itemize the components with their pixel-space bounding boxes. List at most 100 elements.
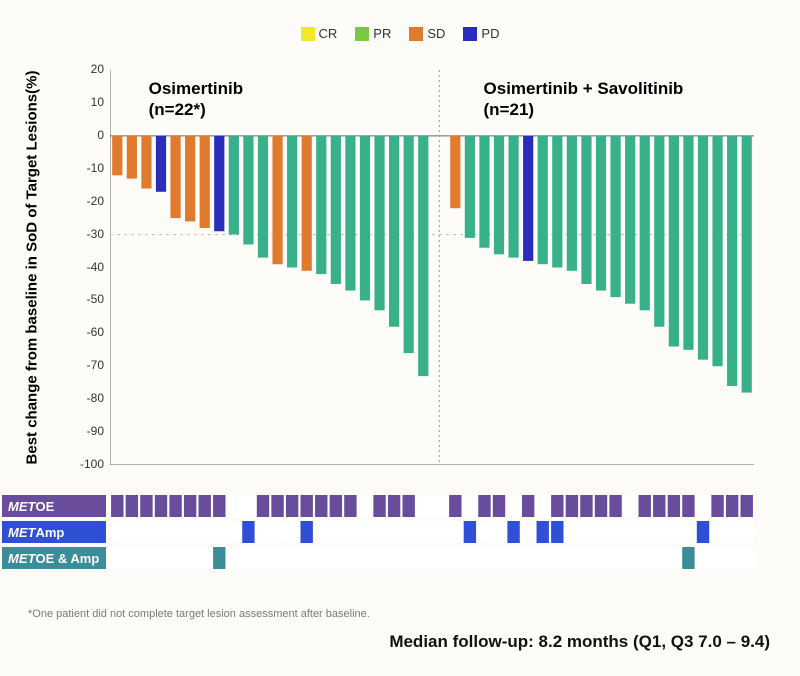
legend-swatch [409,27,423,41]
bar [596,136,606,291]
y-tick-label: 20 [70,62,104,76]
bar [654,136,664,327]
bar [567,136,577,271]
bar [287,136,297,268]
annotation-cell [653,495,665,517]
legend-label: PR [373,26,391,41]
annotation-cell [388,495,400,517]
bar [389,136,399,327]
bar [669,136,679,347]
legend-item: CR [301,26,338,41]
annotation-cell [551,521,563,543]
y-axis-label: Best change from baseline in SoD of Targ… [14,70,50,465]
legend-label: CR [319,26,338,41]
bar [640,136,650,310]
annotation-cell [373,495,385,517]
annotation-row: MET OE [110,495,754,517]
bar [581,136,591,284]
bar [727,136,737,386]
legend-item: PR [355,26,391,41]
y-tick-label: -80 [70,391,104,405]
bar [494,136,504,255]
y-tick-label: -60 [70,325,104,339]
bar [538,136,548,264]
legend-label: SD [427,26,445,41]
annotation-cell [580,495,592,517]
annotation-cell [537,521,549,543]
annotation-cell [257,495,269,517]
annotation-cell [507,521,519,543]
bar [552,136,562,268]
bar [625,136,635,304]
annotation-cell [595,495,607,517]
annotation-cell [522,495,534,517]
bar [698,136,708,360]
bar [610,136,620,297]
annotation-cell [493,495,505,517]
median-followup: Median follow-up: 8.2 months (Q1, Q3 7.0… [389,632,770,652]
waterfall-chart [110,70,754,465]
annotation-cell [199,495,211,517]
annotation-cell [301,521,313,543]
bar [302,136,312,271]
annotation-row: MET Amp [110,521,754,543]
y-tick-label: -10 [70,161,104,175]
bar [418,136,428,376]
bar [243,136,253,245]
bar [742,136,752,393]
bar [229,136,239,235]
annotation-cell [566,495,578,517]
annotation-cell [551,495,563,517]
annotation-cell [271,495,283,517]
annotation-cell [344,495,356,517]
annotation-row-label: MET OE [2,495,106,517]
footnote: *One patient did not complete target les… [28,608,370,620]
annotation-cell [169,495,181,517]
y-tick-label: 0 [70,128,104,142]
bar [465,136,475,238]
bar [127,136,137,179]
legend-item: PD [463,26,499,41]
annotation-cell [213,495,225,517]
bar [141,136,151,189]
annotation-cell [697,521,709,543]
annotation-cell [726,495,738,517]
bar [450,136,460,208]
annotation-cell [609,495,621,517]
annotation-cell [213,547,225,569]
annotation-row-label: MET OE & Amp [2,547,106,569]
annotation-cell [111,495,123,517]
bar [331,136,341,284]
bar [374,136,384,310]
bar [360,136,370,301]
bar [156,136,166,192]
annotation-cell [155,495,167,517]
annotation-cell [301,495,313,517]
bar [345,136,355,291]
bar [523,136,533,261]
bar [712,136,722,366]
annotation-row-label: MET Amp [2,521,106,543]
annotation-cell [639,495,651,517]
legend-swatch [463,27,477,41]
y-tick-label: -90 [70,424,104,438]
bar [185,136,195,222]
annotation-cell [682,547,694,569]
y-tick-label: 10 [70,95,104,109]
bar [316,136,326,274]
annotation-cell [286,495,298,517]
annotation-cell [315,495,327,517]
bar [258,136,268,258]
legend-item: SD [409,26,445,41]
annotation-cell [449,495,461,517]
bar [170,136,180,218]
annotation-cell [741,495,753,517]
legend-swatch [355,27,369,41]
annotation-cell [464,521,476,543]
annotation-cell [711,495,723,517]
y-tick-label: -70 [70,358,104,372]
y-tick-label: -40 [70,260,104,274]
bar [683,136,693,350]
annotation-cell [478,495,490,517]
annotation-cell [682,495,694,517]
